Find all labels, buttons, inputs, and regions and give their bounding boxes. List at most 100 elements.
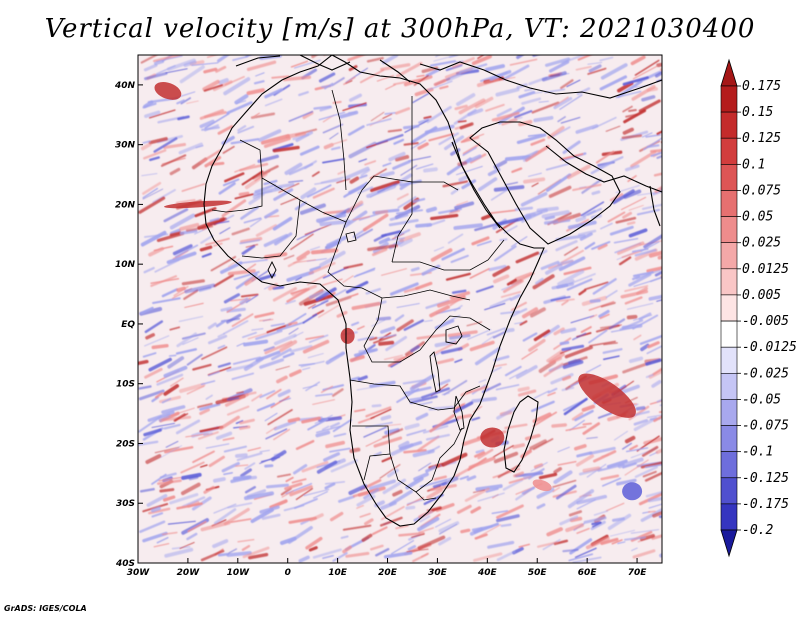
velocity-streak [242,546,270,559]
velocity-streak [660,275,662,279]
velocity-streak [353,408,366,413]
velocity-streak [532,438,554,451]
velocity-streak [418,118,430,124]
velocity-streak [415,281,433,291]
velocity-streak [200,520,231,532]
velocity-streak [597,243,608,250]
velocity-streak [466,321,483,327]
velocity-streak [223,320,249,335]
velocity-streak [224,393,249,407]
velocity-streak [367,243,399,252]
velocity-streak [371,404,382,408]
velocity-streak [471,416,481,421]
lake-malawi [453,395,465,431]
velocity-streak [489,297,512,308]
velocity-streak [621,250,642,259]
velocity-streak [345,551,370,558]
velocity-streak [532,412,552,424]
velocity-streak [622,105,633,113]
velocity-streak [534,91,543,95]
velocity-streak [197,402,213,409]
velocity-streak [332,100,342,104]
velocity-streak [615,90,642,99]
lat-tick-label: 20S [116,439,135,449]
velocity-streak [344,166,370,180]
velocity-streak [303,488,330,497]
velocity-streak [186,353,203,366]
velocity-streak [161,405,186,414]
velocity-streak [388,151,406,162]
africa-coastline [203,55,662,527]
velocity-streak [457,161,468,167]
velocity-streak [178,142,203,155]
velocity-streak [145,454,162,464]
velocity-streak [575,124,599,134]
velocity-streak [302,339,330,354]
velocity-streak [282,75,312,82]
velocity-streak [340,535,349,539]
velocity-streak [183,60,197,68]
velocity-streak [343,181,369,198]
velocity-streak [192,363,212,371]
velocity-streak [290,233,314,251]
velocity-streak [148,109,176,119]
velocity-streak [628,356,644,364]
velocity-streak [342,102,367,112]
velocity-streak [169,167,181,176]
velocity-streak [199,402,221,411]
velocity-streak [659,553,662,558]
velocity-streak [515,251,540,264]
velocity-streak [425,68,441,78]
velocity-streak [578,289,587,296]
velocity-streak [605,125,621,132]
velocity-streak [207,322,217,330]
velocity-streak [184,283,216,294]
velocity-streak [515,365,538,379]
velocity-streak [644,471,662,482]
velocity-streak [226,397,240,401]
velocity-streak [454,201,475,210]
velocity-streak [376,75,395,82]
velocity-streak [510,236,528,248]
velocity-streak [641,95,656,102]
velocity-streak [476,77,500,88]
velocity-streak [201,252,212,258]
velocity-streak [142,503,169,513]
velocity-streak [654,270,662,277]
velocity-streak [600,301,616,308]
velocity-streak [359,512,371,518]
velocity-streak [223,77,251,96]
velocity-streak [459,63,488,74]
velocity-streak [616,478,637,486]
velocity-streak [365,438,383,447]
velocity-streak [235,420,244,424]
velocity-streak [175,348,198,355]
velocity-streak [316,460,338,474]
velocity-streak [296,250,311,261]
velocity-streak [576,87,591,96]
velocity-streak [560,116,581,124]
velocity-streak [588,446,616,455]
velocity-streak [530,307,546,318]
velocity-streak [638,99,661,113]
velocity-streak [379,171,395,178]
velocity-streak [324,482,336,490]
velocity-streak [523,177,546,184]
lake-chad [345,231,357,243]
velocity-streak [561,386,575,392]
velocity-streak [645,490,662,498]
velocity-streak [337,170,346,175]
velocity-streak [528,338,546,352]
colorbar-swatch [720,190,738,217]
velocity-streak [237,125,255,134]
velocity-streak [646,345,662,355]
colorbar-swatch [720,242,738,270]
velocity-streak [645,134,662,138]
velocity-streak [631,247,649,253]
velocity-streak [273,333,297,346]
velocity-streak [332,418,353,433]
velocity-streak [236,391,244,394]
velocity-streak [643,137,662,151]
velocity-streak [246,88,265,96]
velocity-streak [618,256,632,266]
